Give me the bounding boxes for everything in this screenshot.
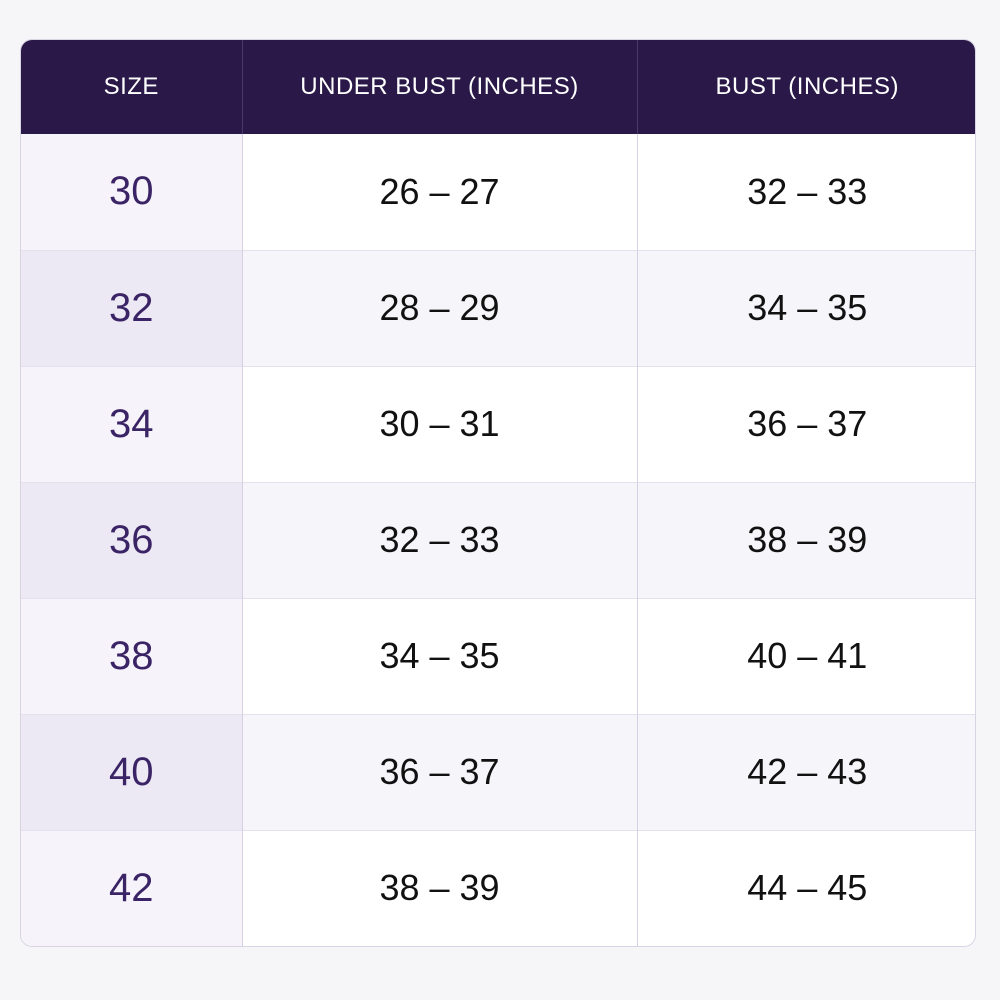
size-cell: 36 [21,481,243,598]
bust-cell: 44 – 45 [637,829,975,946]
table-row: 38 34 – 35 40 – 41 [21,597,975,714]
size-cell: 30 [21,134,243,250]
table-body: 30 26 – 27 32 – 33 32 28 – 29 34 – 35 34… [21,134,975,946]
table-row: 36 32 – 33 38 – 39 [21,481,975,598]
column-header-size: SIZE [21,40,243,134]
bust-cell: 42 – 43 [637,713,975,830]
column-header-bust: BUST (INCHES) [637,40,975,134]
table-row: 42 38 – 39 44 – 45 [21,829,975,946]
table-row: 34 30 – 31 36 – 37 [21,365,975,482]
size-cell: 42 [21,829,243,946]
bust-cell: 38 – 39 [637,481,975,598]
size-cell: 40 [21,713,243,830]
table-row: 32 28 – 29 34 – 35 [21,249,975,366]
under-bust-cell: 36 – 37 [242,713,638,830]
table-header: SIZE UNDER BUST (INCHES) BUST (INCHES) [21,40,975,134]
bust-cell: 34 – 35 [637,249,975,366]
size-cell: 38 [21,597,243,714]
size-cell: 32 [21,249,243,366]
column-header-under-bust: UNDER BUST (INCHES) [242,40,638,134]
table-row: 30 26 – 27 32 – 33 [21,134,975,250]
under-bust-cell: 28 – 29 [242,249,638,366]
bust-cell: 36 – 37 [637,365,975,482]
bust-cell: 32 – 33 [637,134,975,250]
table-row: 40 36 – 37 42 – 43 [21,713,975,830]
size-chart-table: SIZE UNDER BUST (INCHES) BUST (INCHES) 3… [21,40,975,946]
size-cell: 34 [21,365,243,482]
under-bust-cell: 26 – 27 [242,134,638,250]
size-chart-table-card: SIZE UNDER BUST (INCHES) BUST (INCHES) 3… [20,39,976,947]
under-bust-cell: 38 – 39 [242,829,638,946]
header-row: SIZE UNDER BUST (INCHES) BUST (INCHES) [21,40,975,134]
under-bust-cell: 34 – 35 [242,597,638,714]
bust-cell: 40 – 41 [637,597,975,714]
under-bust-cell: 30 – 31 [242,365,638,482]
under-bust-cell: 32 – 33 [242,481,638,598]
